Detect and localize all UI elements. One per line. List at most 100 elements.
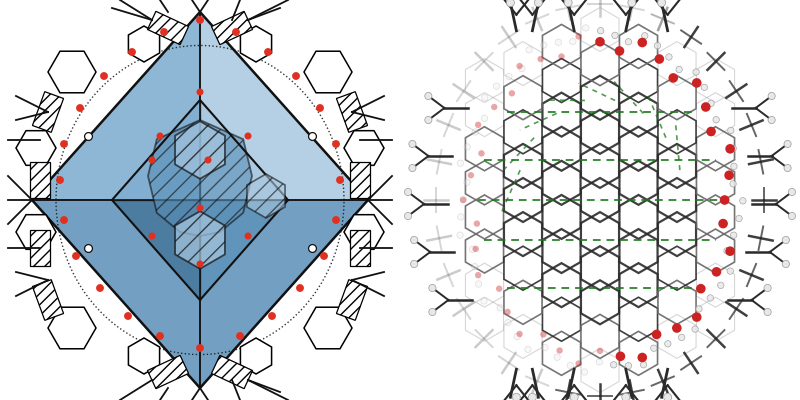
Polygon shape	[304, 307, 352, 349]
Circle shape	[768, 116, 775, 124]
Point	[290, 73, 302, 79]
Circle shape	[464, 179, 470, 186]
Circle shape	[724, 248, 730, 254]
Point	[318, 253, 330, 259]
Circle shape	[654, 54, 664, 64]
Circle shape	[528, 393, 536, 400]
Circle shape	[730, 181, 736, 187]
Circle shape	[429, 308, 436, 316]
Circle shape	[764, 284, 771, 292]
Circle shape	[474, 220, 480, 227]
Circle shape	[696, 284, 706, 294]
Point	[334, 177, 346, 183]
Point	[74, 105, 86, 111]
Circle shape	[482, 94, 488, 101]
Circle shape	[713, 116, 719, 123]
Point	[158, 29, 170, 35]
Circle shape	[534, 0, 542, 7]
Point	[154, 133, 166, 139]
Point	[58, 141, 70, 147]
Circle shape	[494, 83, 500, 89]
Point	[194, 261, 206, 267]
Circle shape	[638, 353, 647, 362]
Point	[262, 49, 274, 55]
Circle shape	[692, 326, 698, 332]
Circle shape	[481, 298, 487, 304]
Circle shape	[405, 188, 412, 196]
Circle shape	[728, 127, 734, 134]
Polygon shape	[200, 200, 368, 388]
Polygon shape	[211, 355, 253, 389]
Polygon shape	[337, 280, 367, 320]
Circle shape	[788, 212, 795, 220]
Circle shape	[718, 282, 724, 288]
Circle shape	[692, 312, 702, 322]
Circle shape	[678, 334, 685, 341]
Circle shape	[518, 65, 525, 72]
Point	[266, 313, 278, 319]
Circle shape	[460, 197, 466, 203]
Polygon shape	[16, 215, 56, 249]
Circle shape	[540, 331, 546, 338]
Polygon shape	[200, 100, 288, 200]
Point	[194, 17, 206, 23]
Circle shape	[505, 319, 511, 326]
Point	[94, 285, 106, 291]
Circle shape	[558, 53, 565, 60]
Point	[306, 245, 318, 251]
Circle shape	[626, 38, 632, 45]
Circle shape	[654, 42, 661, 49]
Circle shape	[658, 0, 666, 7]
Circle shape	[457, 160, 463, 166]
Polygon shape	[30, 162, 50, 198]
Circle shape	[736, 215, 742, 222]
Circle shape	[475, 122, 482, 128]
Polygon shape	[344, 131, 384, 165]
Circle shape	[666, 54, 672, 60]
Polygon shape	[200, 200, 288, 300]
Circle shape	[595, 37, 605, 46]
Circle shape	[473, 246, 479, 252]
Circle shape	[768, 92, 775, 100]
Circle shape	[598, 28, 604, 34]
Circle shape	[596, 359, 602, 365]
Point	[330, 217, 342, 223]
Polygon shape	[33, 280, 63, 320]
Circle shape	[696, 306, 702, 312]
Circle shape	[612, 32, 618, 38]
Point	[54, 177, 66, 183]
Circle shape	[468, 172, 474, 178]
Polygon shape	[241, 26, 271, 62]
Circle shape	[570, 38, 576, 45]
Polygon shape	[48, 307, 96, 349]
Circle shape	[638, 38, 647, 47]
Point	[194, 89, 206, 95]
Circle shape	[525, 346, 531, 352]
Circle shape	[482, 115, 488, 122]
Point	[82, 245, 94, 251]
Polygon shape	[304, 51, 352, 93]
Circle shape	[626, 362, 632, 369]
Circle shape	[557, 347, 563, 354]
Circle shape	[506, 0, 514, 7]
Circle shape	[730, 232, 737, 238]
Polygon shape	[147, 11, 189, 45]
Circle shape	[514, 333, 521, 340]
Point	[146, 233, 158, 239]
Circle shape	[730, 145, 736, 152]
Polygon shape	[32, 200, 200, 388]
Circle shape	[541, 42, 547, 48]
Circle shape	[664, 393, 672, 400]
Polygon shape	[129, 338, 159, 374]
Polygon shape	[344, 215, 384, 249]
Circle shape	[640, 362, 646, 368]
Polygon shape	[30, 230, 50, 266]
Circle shape	[628, 0, 636, 7]
Circle shape	[712, 267, 722, 277]
Polygon shape	[148, 120, 252, 236]
Circle shape	[727, 268, 734, 274]
Circle shape	[764, 308, 771, 316]
Circle shape	[458, 214, 464, 220]
Point	[194, 345, 206, 351]
Polygon shape	[16, 131, 56, 165]
